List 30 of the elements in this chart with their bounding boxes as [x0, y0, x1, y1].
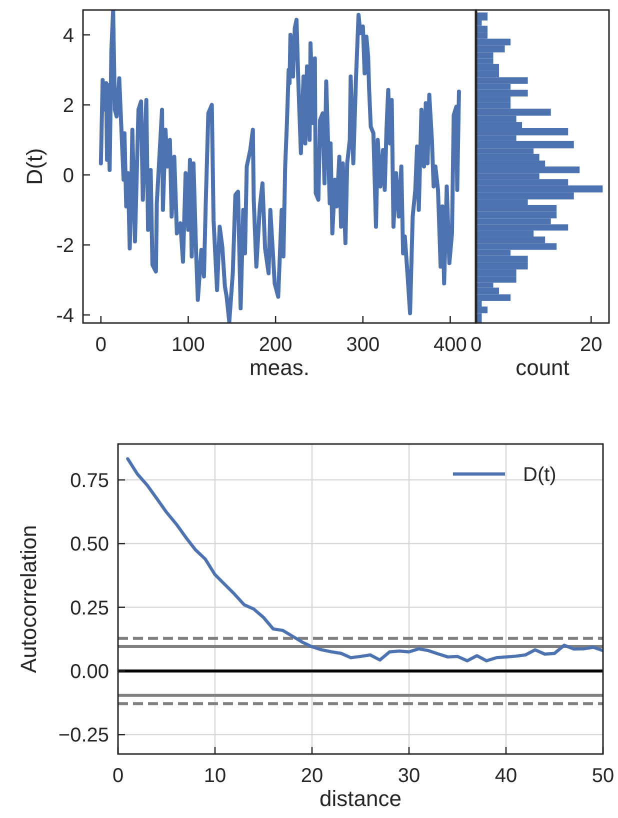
x-tick-label: 100: [172, 334, 205, 356]
x-tick-label: 200: [258, 334, 292, 356]
y-tick-label: -4: [56, 304, 74, 327]
x-axis-title: distance: [320, 786, 402, 811]
line-series: [126, 457, 603, 662]
x-tick-label: 0: [470, 334, 482, 356]
y-tick-label: -2: [56, 234, 74, 257]
x-tick-label: 40: [494, 765, 518, 787]
x-tick-label: 400: [434, 334, 467, 356]
line-series: [98, 10, 461, 323]
y-tick-label: 4: [62, 24, 74, 47]
x-tick-label: 10: [204, 765, 226, 787]
y-tick-label: −0.25: [58, 724, 109, 747]
y-tick-label: 2: [62, 94, 74, 117]
x-tick-label: 0: [112, 765, 124, 787]
y-tick-label: 0: [62, 164, 74, 187]
x-tick-label: 30: [398, 765, 420, 787]
x-axis-title: meas.: [250, 355, 310, 380]
x-tick-label: 300: [346, 334, 380, 356]
y-tick-label: 0.00: [70, 660, 109, 683]
y-tick-label: 0.50: [70, 534, 109, 556]
legend-label: D(t): [523, 464, 556, 486]
x-axis-title: count: [516, 355, 570, 380]
x-tick-label: 20: [300, 765, 324, 787]
y-axis-title: Autocorrelation: [16, 525, 41, 673]
y-tick-label: 0.75: [70, 470, 109, 492]
y-axis-title: D(t): [22, 148, 47, 185]
x-tick-label: 20: [580, 334, 602, 356]
y-tick-label: 0.25: [70, 597, 109, 620]
x-tick-label: 50: [592, 765, 614, 787]
